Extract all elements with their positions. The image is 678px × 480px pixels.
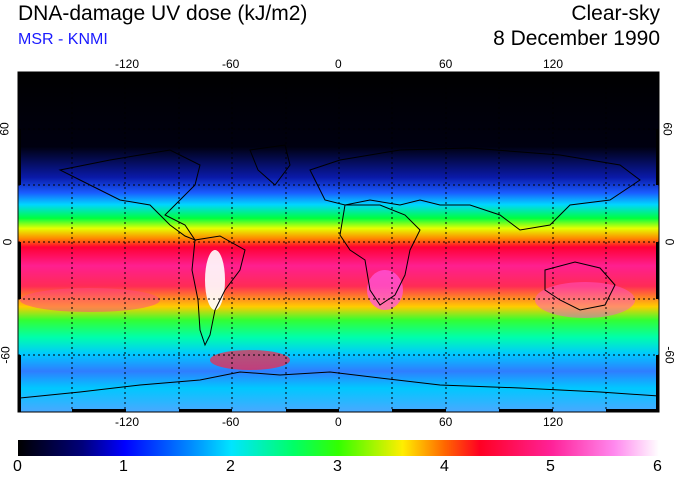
lon-label-bottom: -60: [222, 415, 240, 429]
high-dose-southern-africa: [367, 270, 403, 310]
frame-ticks: [18, 72, 659, 412]
colorbar-label: 4: [440, 458, 449, 475]
lon-label-top: 0: [335, 57, 342, 71]
map-title: DNA-damage UV dose (kJ/m2): [18, 2, 308, 25]
lon-label-bottom: 120: [543, 415, 564, 429]
colorbar-label: 1: [119, 458, 128, 475]
lon-label-top: 120: [543, 57, 564, 71]
lat-label-left: -60: [0, 346, 13, 364]
colorbar-label: 0: [13, 458, 22, 475]
lon-label-bottom: -120: [115, 415, 140, 429]
date-label: 8 December 1990: [493, 27, 660, 50]
lon-label-bottom: 0: [335, 415, 342, 429]
coast-greenland: [249, 144, 291, 186]
coast-eurasia: [309, 147, 641, 231]
high-dose-australia: [535, 282, 635, 318]
colorbar: [18, 440, 659, 456]
source-label: MSR - KNMI: [18, 31, 108, 48]
lon-label-top: -120: [115, 57, 140, 71]
coast-australia: [544, 261, 616, 311]
lon-label-top: 60: [439, 57, 453, 71]
coast-north-america: [58, 149, 201, 242]
colorbar-label: 6: [653, 458, 662, 475]
lon-label-bottom: 60: [439, 415, 453, 429]
coast-south-america: [191, 235, 246, 347]
coast-antarctica: [19, 371, 659, 399]
sky-condition-label: Clear-sky: [571, 2, 660, 25]
lat-label-right: -60: [662, 346, 677, 364]
lon-label-top: -60: [222, 57, 240, 71]
colorbar-label: 2: [226, 458, 235, 475]
lat-label-left: 60: [0, 122, 12, 136]
coastlines: [19, 144, 659, 399]
colorbar-label: 3: [333, 458, 342, 475]
high-dose-south-atlantic: [210, 350, 290, 370]
lat-label-right: 0: [662, 238, 677, 246]
lat-label-left: 0: [0, 238, 15, 246]
graticule: [18, 72, 659, 412]
lat-label-right: 60: [660, 122, 675, 136]
high-dose-south-pacific: [20, 288, 160, 312]
high-dose-south-america: [205, 250, 225, 310]
colorbar-label: 5: [546, 458, 555, 475]
coast-africa: [339, 204, 421, 306]
